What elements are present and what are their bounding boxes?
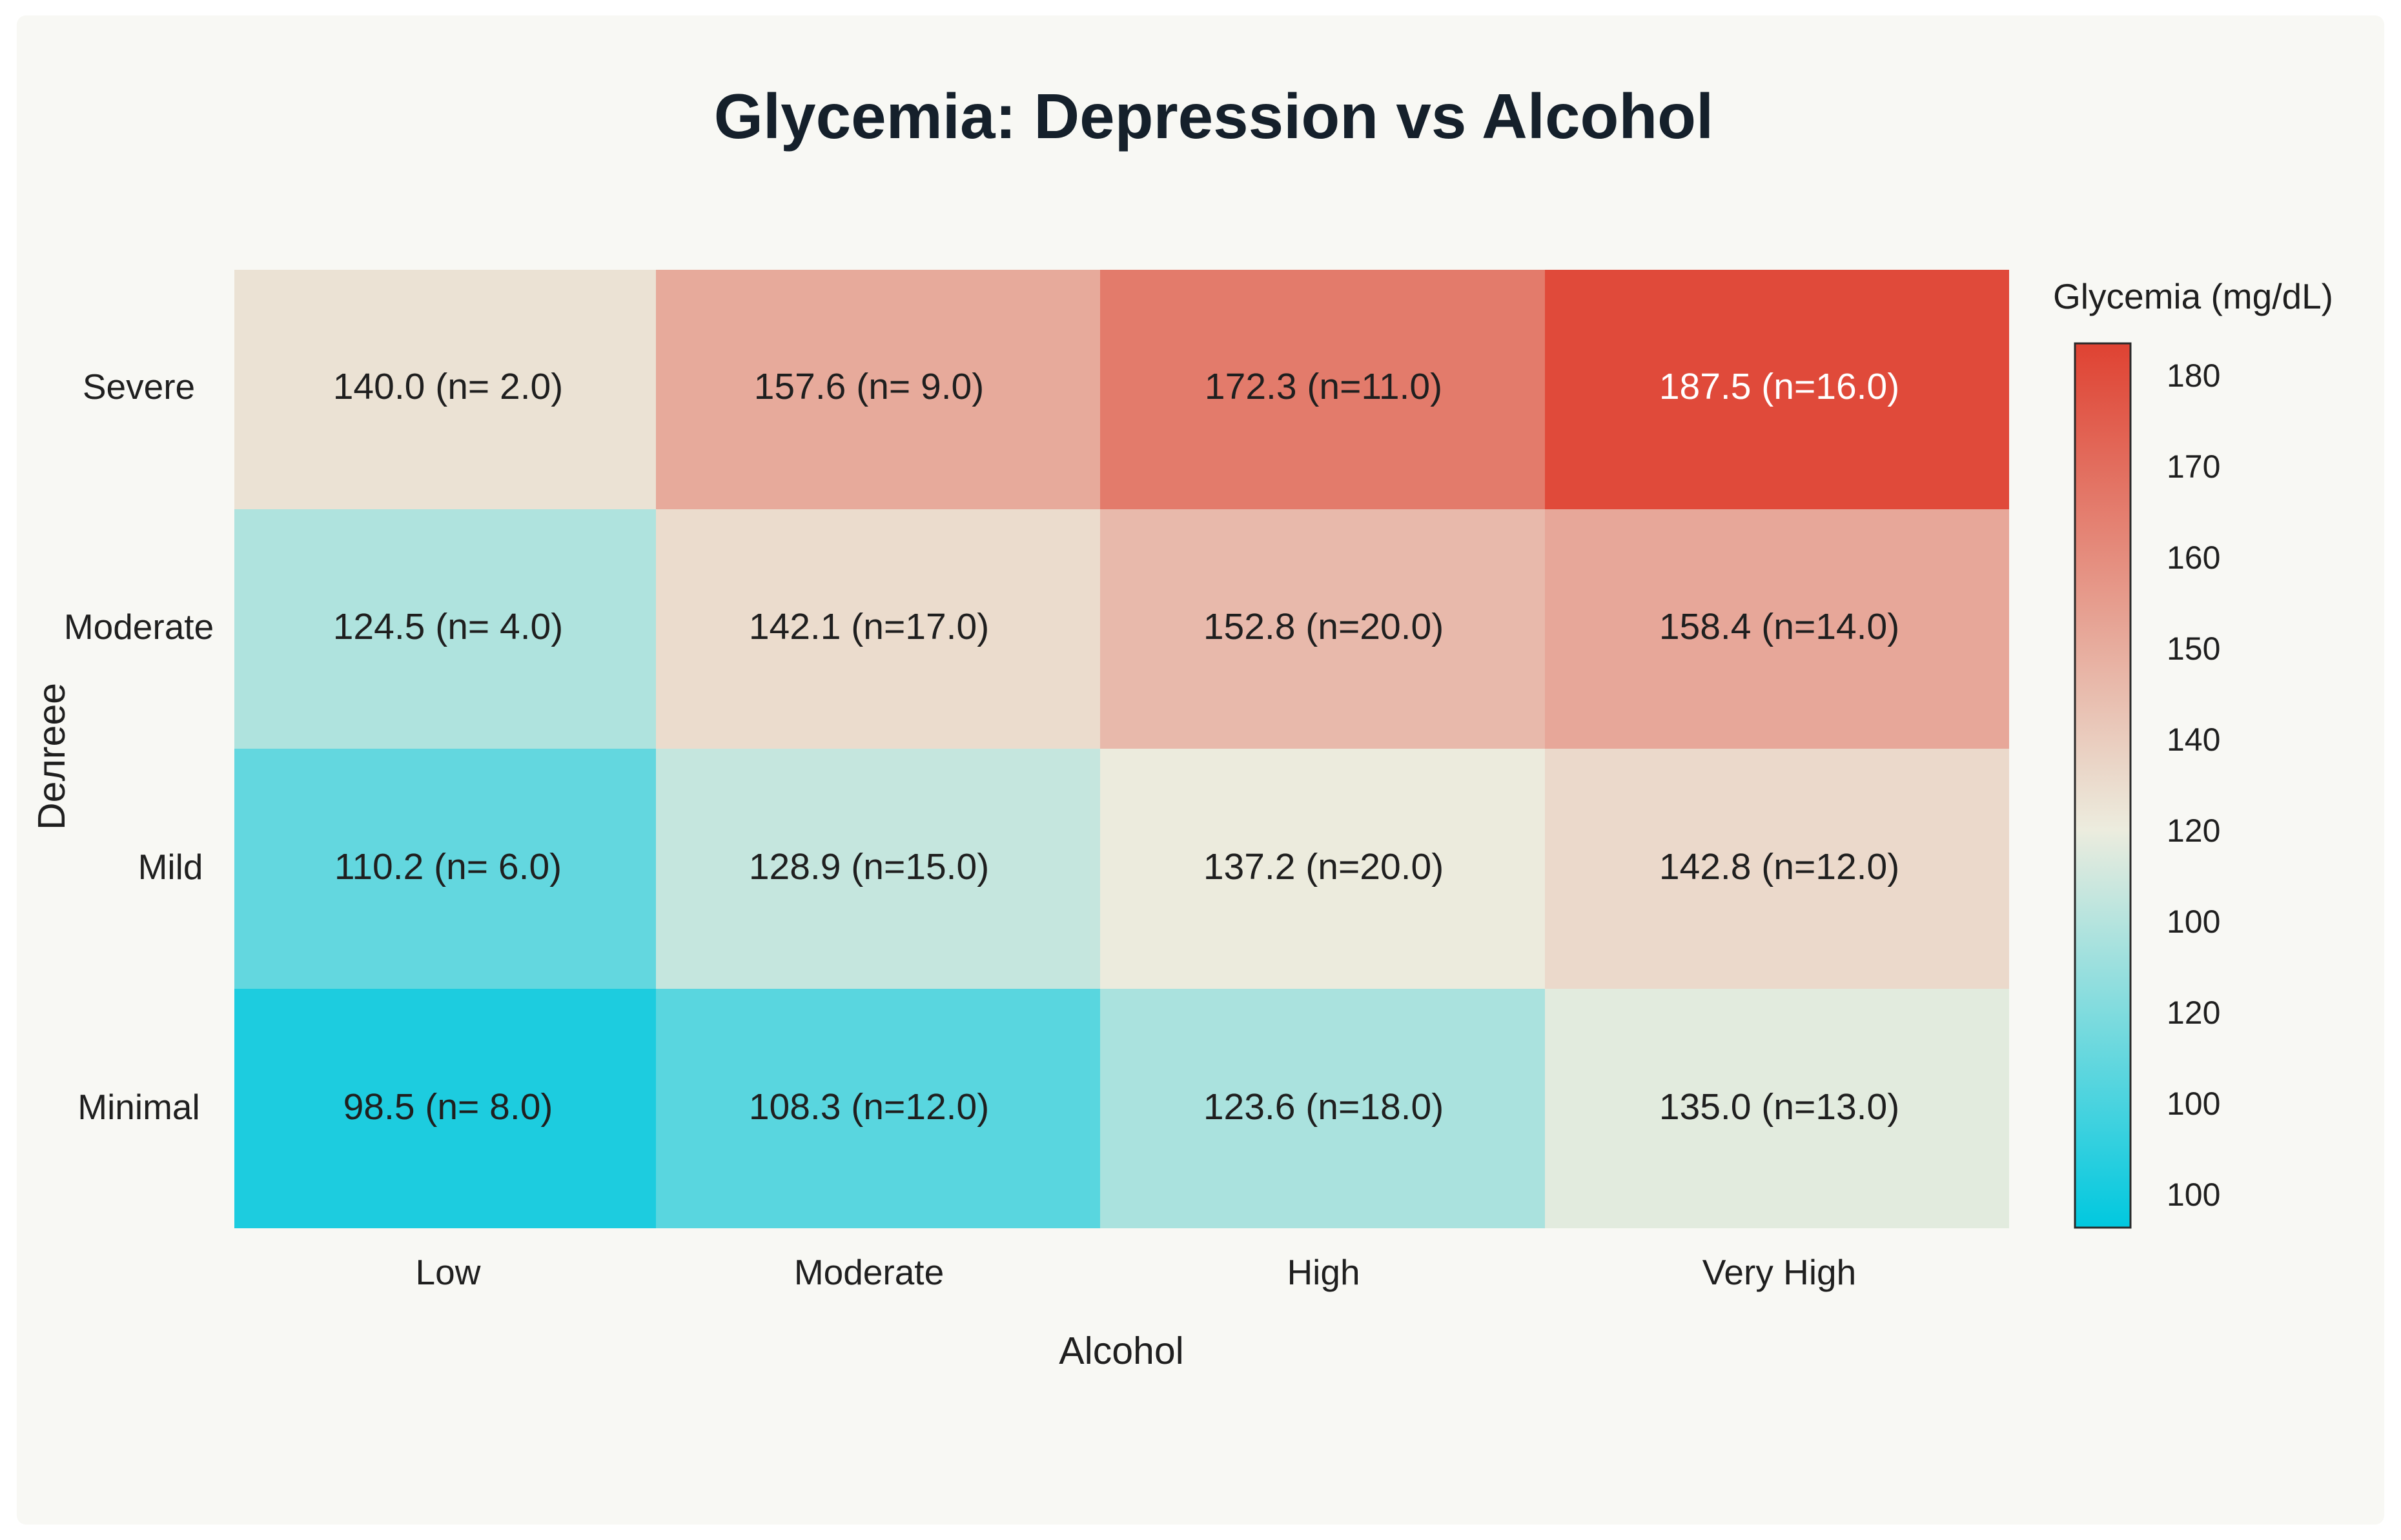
y-tick-labels: Severe Moderate Mild Minimal (64, 367, 214, 1127)
colorbar: Glycemia (mg/dL) 180 170 160 150 140 120 100 12… (2053, 276, 2333, 1229)
heatmap-cell (656, 989, 1100, 1228)
heatmap-cell (656, 749, 1100, 989)
colorbar-tick-label: 170 (2167, 449, 2220, 485)
x-tick-label: High (1287, 1252, 1360, 1292)
cell-value-label: 142.8 (n=12.0) (1659, 846, 1899, 887)
cell-value-label: 110.2 (n= 6.0) (334, 846, 562, 887)
colorbar-tick-label: 150 (2167, 631, 2220, 667)
heatmap-cell (1545, 989, 2009, 1228)
cell-value-label: 128.9 (n=15.0) (749, 846, 989, 887)
cell-value-label: 98.5 (n= 8.0) (343, 1086, 553, 1128)
x-tick-label: Low (416, 1252, 481, 1292)
cell-value-label: 137.2 (n=20.0) (1203, 846, 1444, 887)
heatmap-cell (656, 509, 1100, 749)
y-tick-label: Minimal (77, 1087, 199, 1127)
chart-title: Glycemia: Depression vs Alcohol (714, 81, 1714, 152)
heatmap-cell (1545, 749, 2009, 989)
cell-value-label: 140.0 (n= 2.0) (333, 366, 564, 407)
cell-value-label: 152.8 (n=20.0) (1203, 606, 1444, 647)
cell-value-label: 135.0 (n=13.0) (1659, 1086, 1899, 1128)
x-tick-labels: Low Moderate High Very High (416, 1252, 1857, 1292)
y-tick-label: Severe (83, 367, 195, 407)
y-axis-label: Deлreee (30, 683, 73, 830)
y-tick-label: Moderate (64, 607, 214, 647)
colorbar-tick-label: 160 (2167, 540, 2220, 576)
heatmap-cell (234, 989, 656, 1228)
heatmap-cell (1100, 270, 1545, 509)
colorbar-tick-label: 180 (2167, 358, 2220, 394)
heatmap-cell (234, 749, 656, 989)
cell-value-label: 124.5 (n= 4.0) (333, 606, 564, 647)
heatmap-cells: 140.0 (n= 2.0) 157.6 (n= 9.0) 172.3 (n=11.… (234, 270, 2009, 1228)
colorbar-title: Glycemia (mg/dL) (2053, 276, 2333, 316)
heatmap-cell (234, 509, 656, 749)
colorbar-tick-label: 140 (2167, 722, 2220, 758)
heatmap-cell (234, 270, 656, 509)
cell-value-label: 172.3 (n=11.0) (1205, 366, 1442, 407)
heatmap-cell (1100, 749, 1545, 989)
cell-value-label: 142.1 (n=17.0) (749, 606, 989, 647)
colorbar-tick-label: 100 (2167, 1177, 2220, 1213)
colorbar-tick-label: 120 (2167, 995, 2220, 1031)
cell-value-label: 123.6 (n=18.0) (1203, 1086, 1444, 1128)
colorbar-ticks: 180 170 160 150 140 120 100 120 100 100 (2167, 358, 2220, 1213)
cell-value-label: 158.4 (n=14.0) (1659, 606, 1899, 647)
colorbar-gradient (2074, 342, 2132, 1229)
heatmap-cell (656, 270, 1100, 509)
cell-value-label: 157.6 (n= 9.0) (754, 366, 985, 407)
colorbar-tick-label: 100 (2167, 1086, 2220, 1122)
cell-value-label: 108.3 (n=12.0) (749, 1086, 989, 1128)
x-tick-label: Very High (1702, 1252, 1856, 1292)
colorbar-tick-label: 100 (2167, 904, 2220, 940)
y-tick-label: Mild (138, 847, 203, 887)
heatmap-cell (1100, 989, 1545, 1228)
colorbar-tick-label: 120 (2167, 813, 2220, 849)
x-tick-label: Moderate (794, 1252, 944, 1292)
cell-value-label: 187.5 (n=16.0) (1659, 366, 1899, 407)
heatmap-cell (1545, 270, 2009, 509)
heatmap-cell (1545, 509, 2009, 749)
x-axis-label: Alcohol (1059, 1330, 1184, 1372)
heatmap-cell (1100, 509, 1545, 749)
